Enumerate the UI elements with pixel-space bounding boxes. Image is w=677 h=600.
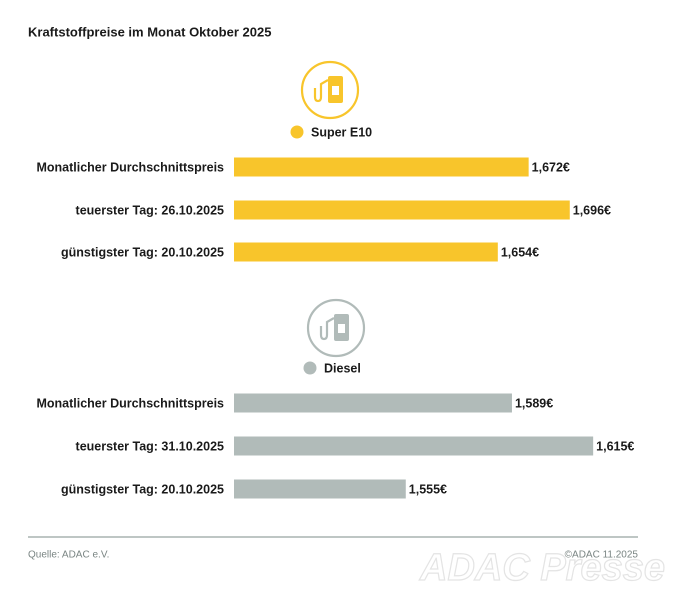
copyright: ©ADAC 11.2025 [565, 550, 639, 561]
category-label: Monatlicher Durchschnittspreis [36, 160, 224, 174]
value-label: 1,672€ [532, 160, 570, 174]
value-label: 1,696€ [573, 203, 611, 217]
pump-hose [319, 317, 335, 341]
category-label: teuerster Tag: 26.10.2025 [76, 203, 225, 217]
watermark: ADAC Presse [419, 547, 665, 589]
source: Quelle: ADAC e.V. [28, 550, 109, 561]
legend-dot [290, 125, 304, 139]
bar [234, 242, 498, 262]
category-label: Monatlicher Durchschnittspreis [36, 396, 224, 410]
fuel-icon [300, 60, 360, 120]
pump-window [332, 86, 339, 95]
bar [234, 479, 406, 499]
category-label: günstigster Tag: 20.10.2025 [61, 245, 224, 259]
value-label: 1,555€ [409, 482, 447, 496]
bar [234, 157, 529, 177]
legend-label: Super E10 [311, 125, 372, 139]
bar [234, 200, 570, 220]
legend-dot [303, 361, 317, 375]
bar [234, 393, 512, 413]
legend-label: Diesel [324, 361, 361, 375]
chart-title: Kraftstoffpreise im Monat Oktober 2025 [28, 24, 271, 39]
value-label: 1,589€ [515, 396, 553, 410]
category-label: teuerster Tag: 31.10.2025 [76, 439, 225, 453]
category-label: günstigster Tag: 20.10.2025 [61, 482, 224, 496]
pump-hose [313, 79, 329, 103]
pump-window [338, 324, 345, 333]
value-label: 1,654€ [501, 245, 539, 259]
bar [234, 436, 594, 456]
fuel-icon [306, 298, 366, 358]
value-label: 1,615€ [596, 439, 634, 453]
